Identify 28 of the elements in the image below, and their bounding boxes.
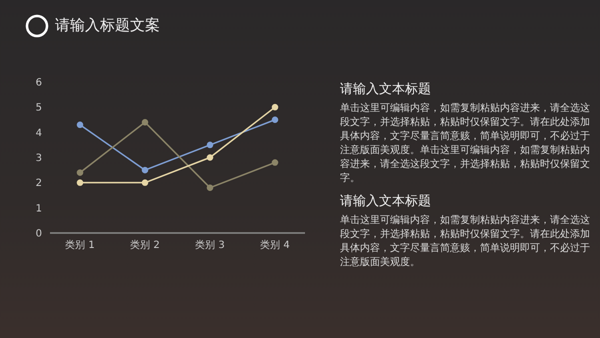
text: 单击这里可编辑内容，如需复制粘贴内容进来，请全选这段文字，并选择粘贴，粘贴时仅保留文字。请在此处添加具体内容，文字尽量言简意赅，简单说明即可，不必过于注意版面美观度。 bbox=[340, 214, 590, 270]
point bbox=[142, 166, 148, 174]
text: 单击这里可编辑内容，如需复制粘贴内容进来，请全选这段文字，并选择粘贴，粘贴时仅保留文字。请在此处添加具体内容，文字尽量言简意赅，简单说明即可，不必过于注意版面美观度。单击这里可编辑内容，如需复制粘贴内容进来，请全选这段文字，并选择粘贴，粘贴时仅保留文字。 bbox=[340, 102, 590, 186]
x-tick-label: 类别 1 bbox=[65, 239, 95, 252]
y-tick-label: 1 bbox=[36, 203, 42, 214]
x-tick-label: 类别 4 bbox=[260, 239, 290, 252]
text: 请输入文本标题 bbox=[340, 81, 432, 98]
y-tick-label: 5 bbox=[36, 102, 42, 114]
x-tick-label: 类别 2 bbox=[130, 239, 160, 252]
y-tick-label: 6 bbox=[36, 78, 42, 89]
point bbox=[272, 116, 278, 123]
point bbox=[272, 104, 278, 110]
y-tick-label: 4 bbox=[36, 128, 42, 139]
y-tick-label: 3 bbox=[36, 153, 42, 164]
x-tick-label: 类别 3 bbox=[195, 239, 225, 252]
point bbox=[142, 119, 148, 126]
point bbox=[206, 142, 214, 148]
y-tick-label: 0 bbox=[36, 228, 42, 240]
y-tick-label: 2 bbox=[36, 178, 42, 190]
point bbox=[206, 184, 214, 191]
point bbox=[142, 179, 148, 186]
point bbox=[272, 159, 278, 166]
point bbox=[76, 179, 84, 186]
point bbox=[76, 169, 84, 176]
text: 请输入文本标题 bbox=[340, 193, 432, 210]
point bbox=[206, 154, 214, 161]
point bbox=[76, 122, 84, 128]
chart-title: 请输入标题文案 bbox=[55, 16, 160, 35]
